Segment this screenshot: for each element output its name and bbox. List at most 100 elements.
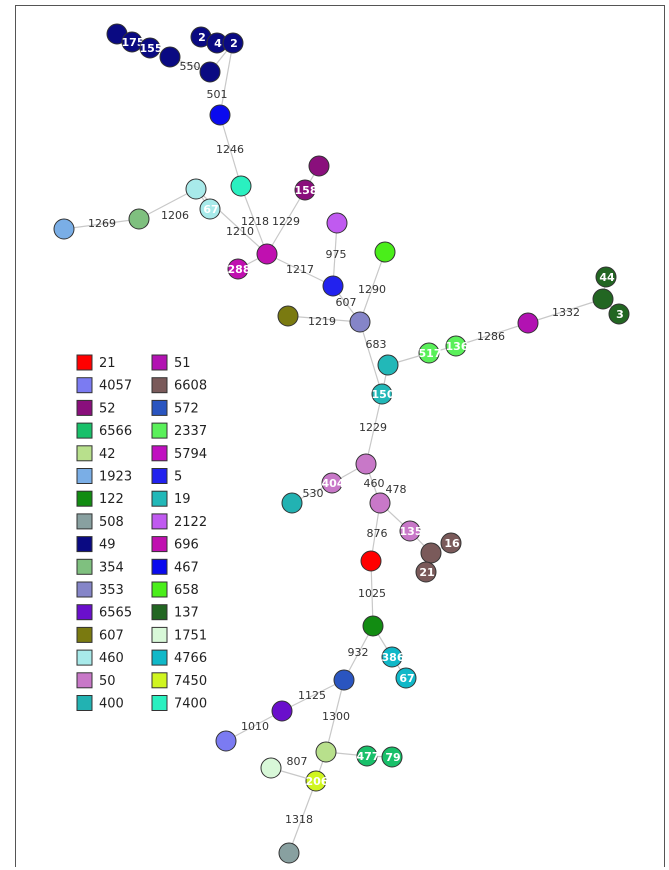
legend-label: 696 [174, 538, 199, 553]
edge-label: 1318 [285, 813, 313, 826]
node-circle [222, 32, 244, 54]
edge-label: 1218 [241, 215, 269, 228]
node-circle [281, 492, 303, 514]
edge-ad1-ae1 [288, 780, 317, 854]
legend-swatch [151, 695, 168, 711]
legend-swatch [151, 672, 168, 689]
legend-swatch [151, 399, 168, 416]
node-circle [271, 700, 293, 722]
node-label: 4 [214, 37, 222, 50]
edge-label: 1290 [358, 283, 386, 296]
node-label: 2 [230, 37, 238, 50]
legend-swatch [151, 445, 168, 462]
edge-label: 1229 [272, 215, 300, 228]
node-circle [360, 550, 382, 572]
legend-label: 52 [99, 401, 116, 416]
node-circle [371, 383, 393, 405]
legend-swatch [76, 445, 93, 462]
node-circle [159, 46, 181, 68]
edge-g2-h1 [266, 189, 306, 255]
node-circle [277, 305, 299, 327]
legend-label: 1923 [99, 470, 132, 485]
node-label: 135 [400, 525, 423, 538]
edge-o2-p1 [455, 322, 529, 347]
legend-label: 572 [174, 401, 199, 416]
edge-label: 1010 [241, 720, 269, 733]
edge-label: 807 [287, 755, 308, 768]
edge-label: 501 [207, 88, 228, 101]
legend-swatch [151, 468, 168, 484]
node-label: 517 [419, 347, 442, 360]
node-circle [369, 492, 391, 514]
node-circle [362, 615, 384, 637]
legend-swatch [76, 468, 93, 484]
legend-label: 21 [99, 356, 116, 371]
legend-label: 400 [99, 697, 124, 712]
legend-swatch [151, 581, 168, 598]
legend-label: 460 [99, 651, 124, 666]
edge-m1-n2 [359, 321, 383, 395]
legend-swatch [151, 513, 168, 530]
node-circle [374, 241, 396, 263]
legend-label: 42 [99, 447, 116, 462]
edge-p1-q2 [527, 298, 604, 324]
edge-label: 1217 [286, 263, 314, 276]
node-circle [381, 646, 403, 668]
legend-swatch [151, 558, 168, 575]
node-circle [305, 770, 327, 792]
edge-label: 478 [386, 483, 407, 496]
node-circle [199, 61, 221, 83]
node-label: 136 [446, 340, 469, 353]
legend-swatch [76, 626, 93, 643]
node-circle [517, 312, 539, 334]
node-label: 2 [198, 31, 206, 44]
node-label: 155 [140, 42, 163, 55]
node-circle [215, 730, 237, 752]
edge-label: 550 [180, 60, 201, 73]
edge-label: 1025 [358, 587, 386, 600]
node-circle [326, 212, 348, 234]
node-circle [199, 198, 221, 220]
node-circle [227, 258, 249, 280]
edge-label: 1332 [552, 306, 580, 319]
legend-swatch [151, 604, 168, 621]
node-circle [230, 175, 252, 197]
legend-label: 1751 [174, 628, 207, 643]
edge-e1-d1 [138, 188, 197, 220]
legend-label: 19 [174, 492, 191, 507]
edge-h1-j1 [266, 253, 334, 287]
node-circle [139, 37, 161, 59]
legend-label: 122 [99, 492, 124, 507]
legend-label: 4766 [174, 651, 207, 666]
node-label: 3 [616, 308, 624, 321]
node-label: 16 [444, 537, 460, 550]
edge-n2-r1 [365, 393, 383, 465]
legend-swatch [76, 695, 93, 711]
edge-label: 932 [348, 646, 369, 659]
legend-label: 353 [99, 583, 124, 598]
legend-label: 51 [174, 356, 191, 371]
legend-swatch [76, 422, 93, 439]
node-circle [185, 178, 207, 200]
legend-label: 607 [99, 628, 124, 643]
node-label: 79 [385, 751, 400, 764]
legend-swatch [76, 354, 93, 371]
legend-label: 49 [99, 538, 116, 553]
node-label: 158 [295, 184, 318, 197]
edge-c1-h1 [240, 185, 268, 255]
legend-swatch [151, 422, 168, 439]
edge-l1-m1 [287, 315, 361, 323]
edge-label: 1229 [359, 421, 387, 434]
node-circle [377, 354, 399, 376]
edge-label: 1286 [477, 330, 505, 343]
edge-label: 1125 [298, 689, 326, 702]
legend-label: 7450 [174, 674, 207, 689]
edge-b1-c1 [219, 114, 242, 187]
node-circle [308, 155, 330, 177]
node-circle [349, 311, 371, 333]
node-circle [415, 561, 437, 583]
node-label: 477 [357, 750, 380, 763]
node-circle [322, 275, 344, 297]
node-circle [278, 842, 300, 864]
edge-i1-j1 [332, 222, 338, 287]
